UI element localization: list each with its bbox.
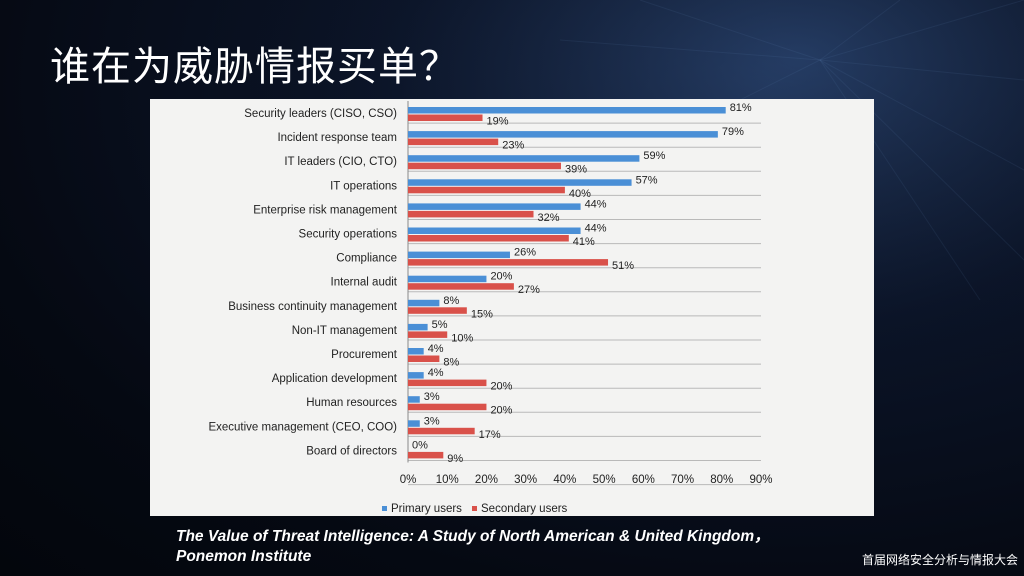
data-label-secondary: 8% — [443, 357, 459, 369]
bar-secondary — [408, 114, 483, 121]
caption-line-1: The Value of Threat Intelligence: A Stud… — [176, 528, 770, 545]
source-caption: The Value of Threat Intelligence: A Stud… — [176, 527, 770, 567]
bar-secondary — [408, 451, 444, 459]
data-label-secondary: 32% — [538, 212, 560, 224]
data-label-primary: 8% — [443, 295, 459, 307]
bar-secondary — [408, 403, 487, 411]
data-label-secondary: 51% — [612, 260, 634, 272]
data-label-primary: 59% — [643, 150, 665, 162]
bar-primary — [408, 396, 420, 403]
bar-primary — [408, 203, 581, 210]
bar-primary — [408, 372, 424, 379]
bar-secondary — [408, 331, 448, 338]
event-footer: 首届网络安全分析与情报大会 — [861, 553, 1018, 567]
chart-panel: Security leaders (CISO, CSO) 81% 19% Incide… — [150, 99, 874, 516]
category-label: Non-IT management — [292, 325, 398, 337]
bar-primary — [408, 179, 632, 186]
data-label-primary: 5% — [432, 319, 448, 331]
data-label-secondary: 19% — [487, 116, 509, 128]
x-tick-label: 40% — [553, 474, 576, 486]
bar-primary — [408, 299, 440, 307]
bar-primary — [408, 275, 487, 283]
bar-primary — [408, 227, 581, 234]
bar-secondary — [408, 186, 565, 194]
data-label-primary: 4% — [428, 343, 444, 355]
data-label-primary: 3% — [424, 415, 440, 427]
bar-primary — [408, 155, 640, 162]
data-label-secondary: 40% — [569, 188, 591, 200]
bar-secondary — [408, 162, 561, 170]
category-label: Security operations — [299, 229, 398, 241]
category-label: Enterprise risk management — [253, 204, 398, 216]
bar-primary — [408, 323, 428, 331]
x-tick-label: 50% — [593, 474, 616, 486]
x-tick-label: 20% — [475, 474, 498, 486]
slide-title: 谁在为威胁情报买单？ — [50, 44, 460, 90]
data-label-secondary: 9% — [447, 453, 463, 465]
category-label: Internal audit — [331, 277, 398, 289]
category-label: Procurement — [331, 349, 398, 361]
bar-secondary — [408, 379, 487, 387]
data-label-primary: 4% — [428, 367, 444, 379]
data-label-primary: 44% — [585, 198, 607, 210]
category-label: Business continuity management — [228, 301, 398, 313]
bar-chart: Security leaders (CISO, CSO) 81% 19% Incide… — [208, 101, 773, 515]
category-label: IT operations — [330, 180, 397, 192]
category-label: Compliance — [336, 253, 397, 265]
data-label-secondary: 39% — [565, 164, 587, 176]
data-label-primary: 44% — [585, 223, 607, 235]
bar-primary — [408, 420, 420, 427]
caption-line-2: Ponemon Institute — [176, 548, 312, 565]
bar-secondary — [408, 259, 609, 266]
category-label: IT leaders (CIO, CTO) — [284, 156, 397, 168]
data-label-secondary: 20% — [490, 381, 512, 393]
category-label: Board of directors — [306, 445, 397, 457]
data-label-secondary: 17% — [479, 429, 501, 441]
bar-secondary — [408, 427, 475, 435]
legend-marker-primary — [382, 506, 387, 511]
data-label-primary: 26% — [514, 247, 536, 259]
bar-secondary — [408, 307, 467, 314]
category-label: Security leaders (CISO, CSO) — [244, 108, 397, 120]
data-label-secondary: 23% — [502, 140, 524, 152]
x-tick-label: 60% — [632, 474, 655, 486]
x-tick-label: 10% — [436, 474, 459, 486]
data-label-secondary: 41% — [573, 236, 595, 248]
bar-primary — [408, 348, 424, 355]
bar-secondary — [408, 283, 514, 290]
data-label-primary: 79% — [722, 126, 744, 138]
x-tick-label: 90% — [749, 474, 772, 486]
data-label-secondary: 27% — [518, 284, 540, 296]
x-tick-label: 80% — [710, 474, 733, 486]
category-label: Human resources — [306, 397, 397, 409]
x-tick-label: 0% — [400, 474, 417, 486]
category-label: Application development — [272, 373, 398, 385]
legend-marker-secondary — [472, 506, 477, 511]
bar-primary — [408, 131, 718, 138]
data-label-secondary: 20% — [490, 405, 512, 417]
bar-primary — [408, 107, 726, 114]
category-label: Incident response team — [277, 132, 397, 144]
data-label-primary: 0% — [412, 439, 428, 451]
data-label-secondary: 10% — [451, 332, 473, 344]
category-label: Executive management (CEO, COO) — [208, 421, 397, 433]
bar-secondary — [408, 210, 534, 218]
x-tick-label: 30% — [514, 474, 537, 486]
bar-secondary — [408, 235, 569, 242]
bar-primary — [408, 251, 510, 259]
bar-secondary — [408, 138, 499, 146]
data-label-primary: 57% — [636, 174, 658, 186]
x-tick-label: 70% — [671, 474, 694, 486]
data-label-primary: 81% — [730, 102, 752, 114]
bar-secondary — [408, 355, 440, 362]
legend-label-secondary: Secondary users — [481, 503, 568, 515]
data-label-primary: 3% — [424, 391, 440, 403]
data-label-primary: 20% — [490, 271, 512, 283]
legend-label-primary: Primary users — [391, 503, 462, 515]
data-label-secondary: 15% — [471, 308, 493, 320]
